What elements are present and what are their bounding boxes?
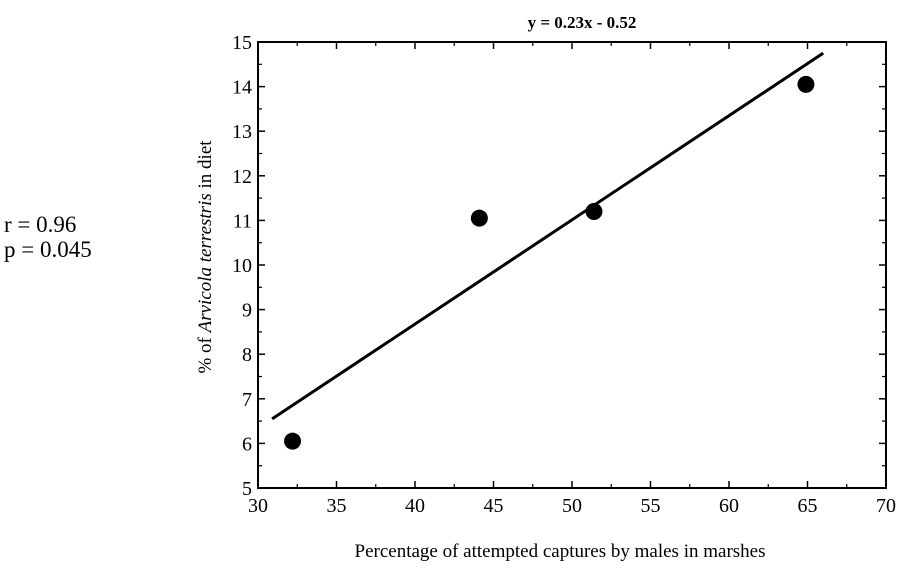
- y-tick-label: 15: [232, 32, 252, 54]
- y-tick-label: 10: [232, 255, 252, 277]
- correlation-stats: r = 0.96 p = 0.045: [4, 212, 92, 262]
- plot-frame: [257, 41, 887, 489]
- y-tick-label: 8: [242, 344, 252, 366]
- x-tick-label: 45: [484, 495, 504, 517]
- y-tick-label: 7: [242, 389, 252, 411]
- x-tick-label: 50: [562, 495, 582, 517]
- y-axis-label-suffix: in diet: [195, 140, 216, 193]
- y-tick-label: 5: [242, 478, 252, 500]
- p-value: p = 0.045: [4, 237, 92, 262]
- data-point: [284, 432, 302, 450]
- data-point: [585, 202, 603, 220]
- y-tick-label: 12: [232, 166, 252, 188]
- chart-title: y = 0.23x - 0.52: [528, 13, 637, 32]
- x-tick-label: 60: [719, 495, 739, 517]
- y-tick-label: 6: [242, 433, 252, 455]
- x-tick-label: 55: [641, 495, 661, 517]
- y-tick-label: 13: [232, 121, 252, 143]
- y-tick-label: 14: [232, 77, 252, 99]
- x-tick-label: 30: [248, 495, 268, 517]
- x-tick-label: 65: [798, 495, 818, 517]
- x-axis-label: Percentage of attempted captures by male…: [355, 541, 766, 562]
- r-value: r = 0.96: [4, 212, 77, 237]
- data-point: [470, 209, 488, 227]
- x-tick-label: 70: [876, 495, 896, 517]
- regression-line: [271, 51, 825, 421]
- x-tick-label: 40: [405, 495, 425, 517]
- y-axis-label-prefix: % of: [195, 332, 216, 373]
- y-tick-label: 9: [242, 300, 252, 322]
- x-tick-label: 35: [327, 495, 347, 517]
- y-tick-label: 11: [233, 210, 252, 232]
- y-axis-label: % of Arvicola terrestris in diet: [195, 140, 216, 374]
- data-point: [797, 75, 815, 93]
- y-axis-label-species: Arvicola terrestris: [195, 193, 216, 334]
